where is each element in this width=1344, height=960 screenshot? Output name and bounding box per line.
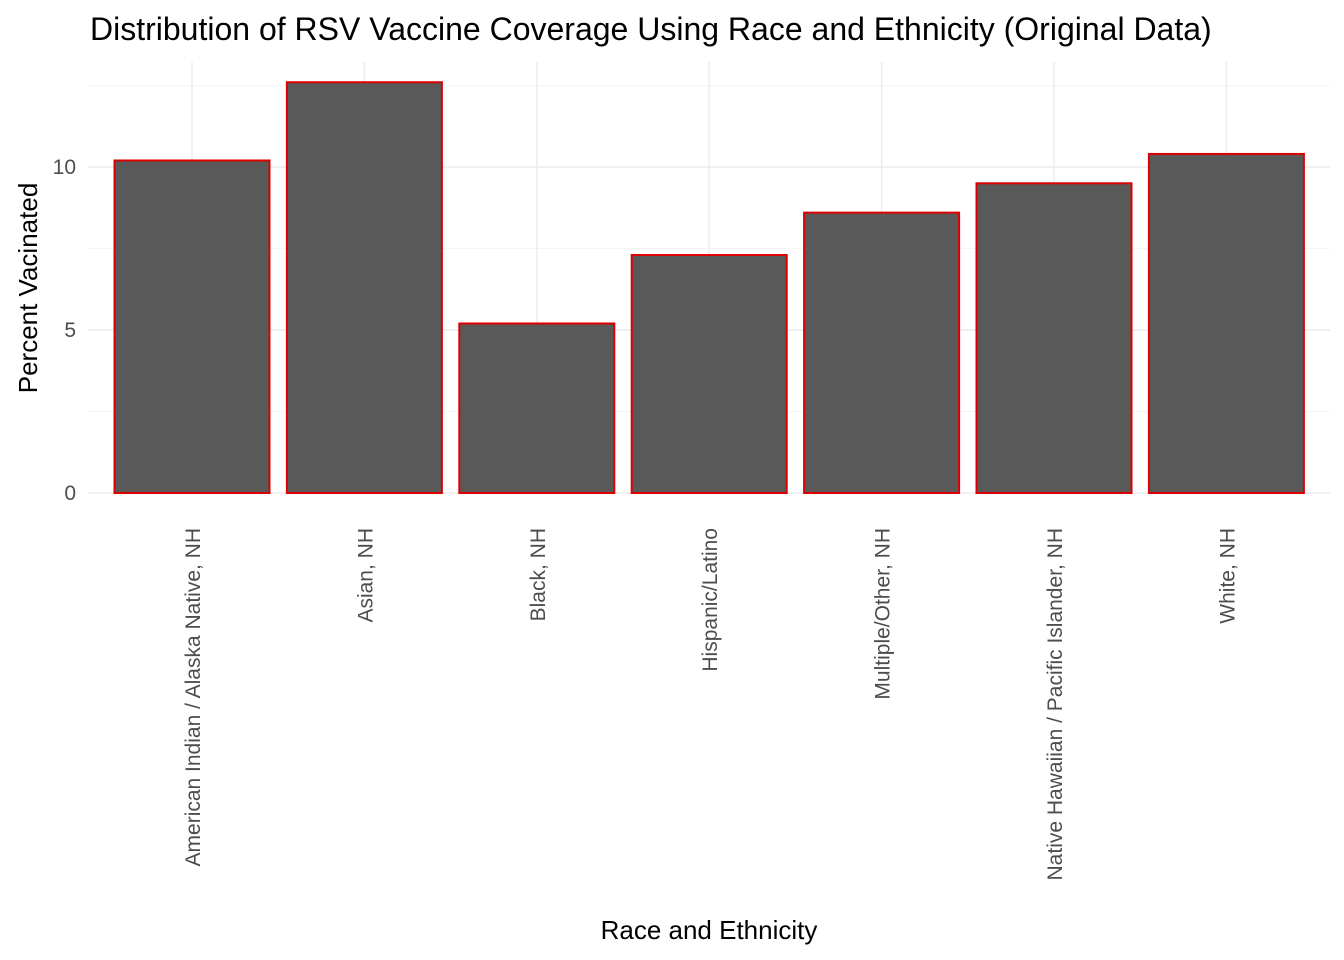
x-axis-ticks: American Indian / Alaska Native, NH Asian…: [182, 528, 1239, 880]
bar: [803, 211, 961, 494]
bar: [458, 322, 616, 495]
x-tick-label: Asian, NH: [354, 528, 377, 623]
x-tick-label: Multiple/Other, NH: [872, 528, 895, 700]
bar: [975, 182, 1133, 495]
y-axis-ticks: 0 5 10: [53, 156, 76, 505]
bar: [113, 159, 271, 494]
chart-title: Distribution of RSV Vaccine Coverage Usi…: [90, 11, 1212, 47]
x-tick-label: American Indian / Alaska Native, NH: [182, 528, 205, 866]
y-tick-label: 5: [64, 319, 76, 342]
bar: [630, 254, 788, 494]
x-tick-label: Native Hawaiian / Pacific Islander, NH: [1044, 528, 1067, 880]
x-tick-label: Black, NH: [527, 528, 550, 621]
y-tick-label: 0: [64, 482, 76, 505]
bar: [1147, 152, 1305, 495]
y-axis-title: Percent Vacinated: [13, 183, 43, 394]
bars: [113, 81, 1305, 495]
y-tick-label: 10: [53, 156, 76, 179]
x-tick-label: White, NH: [1216, 528, 1239, 624]
bar: [285, 81, 443, 495]
x-tick-label: Hispanic/Latino: [699, 528, 722, 672]
x-axis-title: Race and Ethnicity: [601, 915, 818, 945]
